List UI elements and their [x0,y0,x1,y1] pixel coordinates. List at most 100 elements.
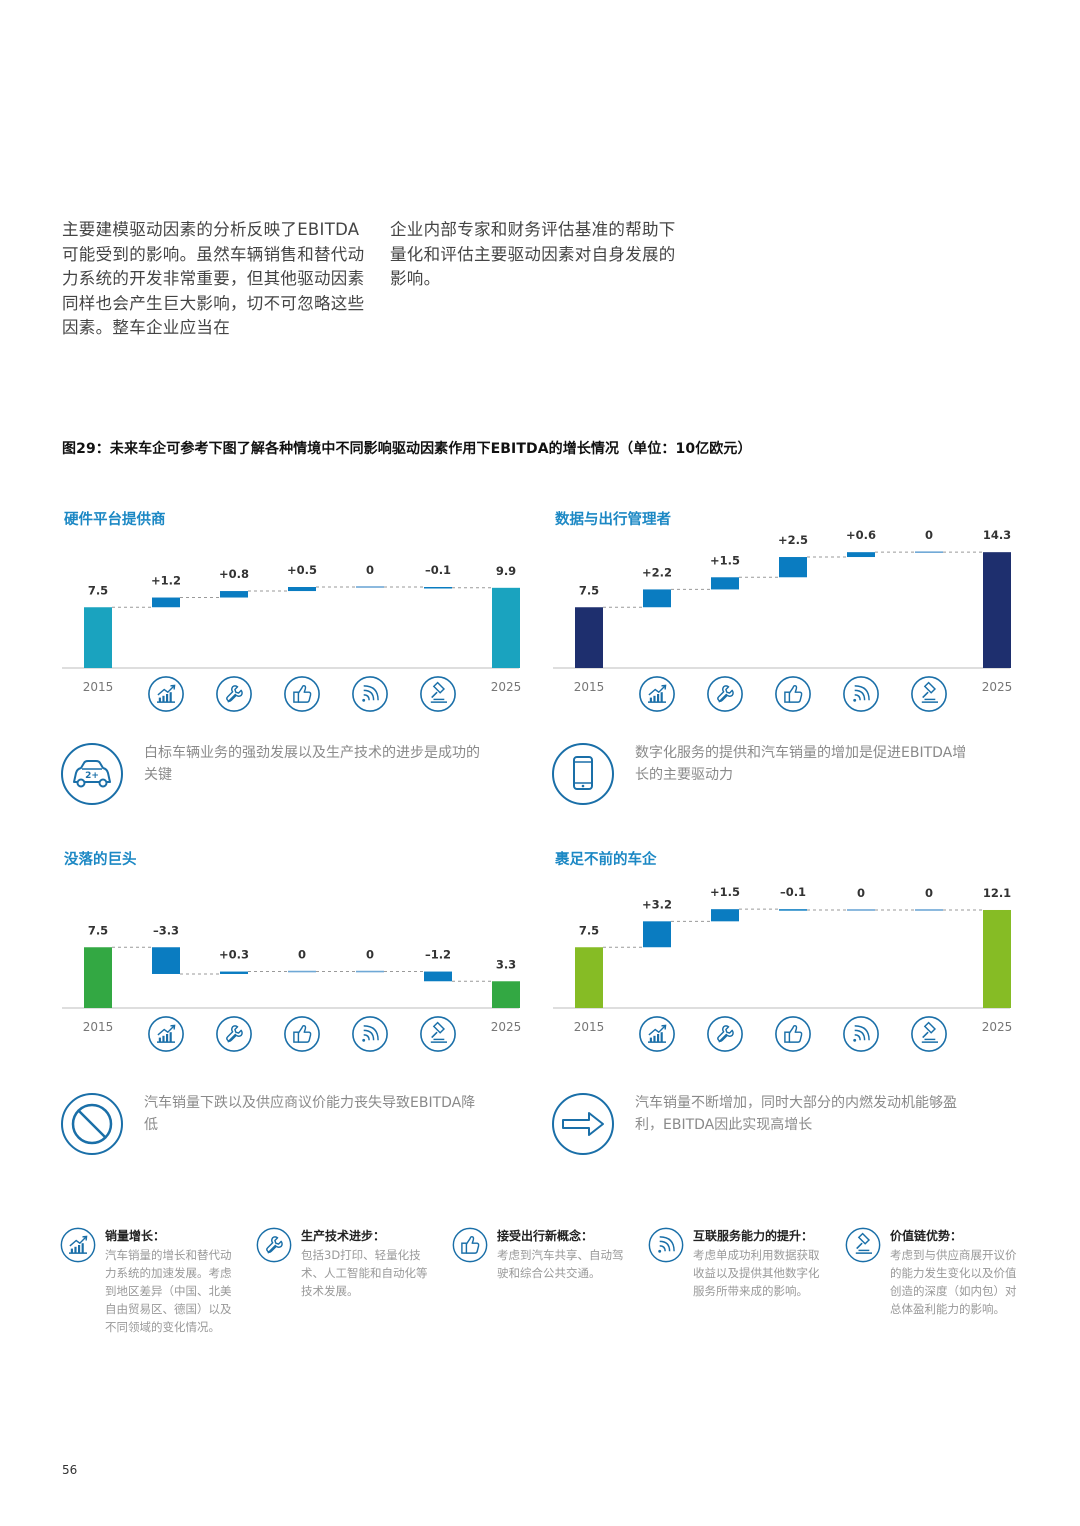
panel-title: 没落的巨头 [64,852,137,868]
smartphone-icon [552,743,614,805]
connectivity-icon [843,676,879,712]
gavel-icon [911,676,947,712]
bar-driver-delta [915,551,943,553]
panel-title: 硬件平台提供商 [64,512,166,528]
page-number: 56 [62,1463,78,1477]
arrow-right-icon [552,1093,614,1155]
waterfall-chart: 7.5 +1.2 +0.8 +0.5 0 –0.1 9.9 2015 2025 [62,563,522,712]
x-tick-label-end: 2025 [982,680,1013,694]
waterfall-chart: 7.5 +3.2 +1.5 –0.1 0 0 12.1 2015 2025 [553,885,1013,1052]
bar-driver-delta [711,577,739,590]
data-label: +0.3 [219,948,249,962]
wrench-icon [707,676,743,712]
legend-title: 互联服务能力的提升： [693,1229,814,1243]
x-tick-label-start: 2015 [574,1020,605,1034]
legend-item-connectivity: 互联服务能力的提升： 考虑单成功利用数据获取收益以及提供其他数字化服务所带来成的… [648,1225,828,1325]
legend-description: 包括3D打印、轻量化技术、人工智能和自动化等技术发展。 [301,1248,428,1298]
bar-driver-delta [288,587,316,592]
bar-driver-delta [220,591,248,598]
legend-description: 考虑到汽车共享、自动驾驶和综合公共交通。 [497,1248,624,1280]
intro-paragraph-left: 主要建模驱动因素的分析反映了EBITDA可能受到的影响。虽然车辆销售和替代动力系… [62,220,365,337]
data-label: 14.3 [983,528,1011,542]
bar-driver-delta [643,921,671,948]
data-label: 0 [925,886,933,900]
x-tick-label-end: 2025 [491,680,522,694]
waterfall-chart: 7.5 +2.2 +1.5 +2.5 +0.6 0 14.3 2015 2025 [553,528,1013,712]
bar-driver-delta [779,909,807,911]
bar-start-total [575,947,603,1008]
bar-start-total [84,947,112,1008]
scenario-note-text: 白标车辆业务的强劲发展以及生产技术的进步是成功的关键 [144,745,480,783]
bar-driver-delta [711,909,739,922]
scenario-note-text: 数字化服务的提供和汽车销量的增加是促进EBITDA增长的主要驱动力 [635,745,967,783]
data-label: +2.2 [642,565,672,579]
data-label: +0.6 [846,528,876,542]
gavel-icon [911,1016,947,1052]
x-tick-label-end: 2025 [982,1020,1013,1034]
bar-driver-delta [643,589,671,608]
data-label: 7.5 [88,583,108,597]
data-label: 3.3 [496,957,516,971]
data-label: 0 [298,948,306,962]
sales-growth-icon [639,1016,675,1052]
chart-panel-stagnant-oem: 裹足不前的车企 7.5 +3.2 +1.5 –0.1 0 0 12.1 2015 2025 [553,848,1023,1168]
bar-driver-delta [152,947,180,974]
gavel-icon [420,676,456,712]
legend-title: 价值链优势： [890,1229,963,1243]
bar-driver-delta [356,586,384,588]
data-label: 0 [366,563,374,577]
bar-driver-delta [424,587,452,589]
data-label: +1.2 [151,574,181,588]
scenario-note-text: 汽车销量下跌以及供应商议价能力丧失导致EBITDA降低 [144,1095,476,1133]
legend-description: 考虑到与供应商展开议价的能力发生变化以及价值创造的深度（如内包）对总体盈利能力的… [890,1248,1017,1316]
data-label: 12.1 [983,886,1011,900]
car-badge: 2+ [85,771,99,781]
data-label: 7.5 [88,923,108,937]
gavel-icon [420,1016,456,1052]
wrench-icon [707,1016,743,1052]
bar-end-total [492,587,520,668]
data-label: –1.2 [425,948,451,962]
data-label: –0.1 [780,885,806,899]
chart-panel-fallen-giant: 没落的巨头 7.5 –3.3 +0.3 0 0 –1.2 3.3 2015 2025 [62,848,532,1168]
data-label: 7.5 [579,583,599,597]
data-label: +3.2 [642,897,672,911]
data-label: 0 [925,528,933,542]
wrench-icon [256,1227,292,1263]
sales-growth-icon [60,1227,96,1263]
data-label: +0.8 [219,567,249,581]
chart-panel-hardware-platform-provider: 硬件平台提供商 7.5 +1.2 +0.8 +0.5 0 –0.1 9.9 2015 2025 [62,508,532,828]
bar-driver-delta [847,909,875,911]
legend-description: 考虑单成功利用数据获取收益以及提供其他数字化服务所带来成的影响。 [693,1248,820,1298]
scenario-note: 数字化服务的提供和汽车销量的增加是促进EBITDA增长的主要驱动力 [551,742,991,812]
prohibited-icon [61,1093,123,1155]
bar-driver-delta [288,970,316,973]
thumbs-up-icon [284,1016,320,1052]
thumbs-up-icon [452,1227,488,1263]
sales-growth-icon [148,1016,184,1052]
legend-item-mobility-concepts: 接受出行新概念： 考虑到汽车共享、自动驾驶和综合公共交通。 [452,1225,632,1305]
thumbs-up-icon [775,1016,811,1052]
panel-title: 数据与出行管理者 [555,512,671,528]
data-label: +2.5 [778,533,808,547]
data-label: +1.5 [710,885,740,899]
sales-growth-icon [148,676,184,712]
data-label: 0 [366,948,374,962]
data-label: –0.1 [425,563,451,577]
legend-item-production-tech: 生产技术进步： 包括3D打印、轻量化技术、人工智能和自动化等技术发展。 [256,1225,436,1325]
connectivity-icon [352,676,388,712]
data-label: –3.3 [153,923,179,937]
bar-driver-delta [356,970,384,973]
bar-end-total [983,909,1011,1008]
bar-driver-delta [152,597,180,608]
bar-end-total [492,981,520,1008]
sales-growth-icon [639,676,675,712]
data-label: 7.5 [579,923,599,937]
legend-description: 汽车销量的增长和替代动力系统的加速发展。考虑到地区差异（中国、北美自由贸易区、德… [105,1248,232,1334]
connectivity-icon [352,1016,388,1052]
waterfall-chart: 7.5 –3.3 +0.3 0 0 –1.2 3.3 2015 2025 [62,923,521,1052]
bar-driver-delta [847,552,875,558]
panel-title: 裹足不前的车企 [555,852,657,868]
thumbs-up-icon [284,676,320,712]
gavel-icon [845,1227,881,1263]
